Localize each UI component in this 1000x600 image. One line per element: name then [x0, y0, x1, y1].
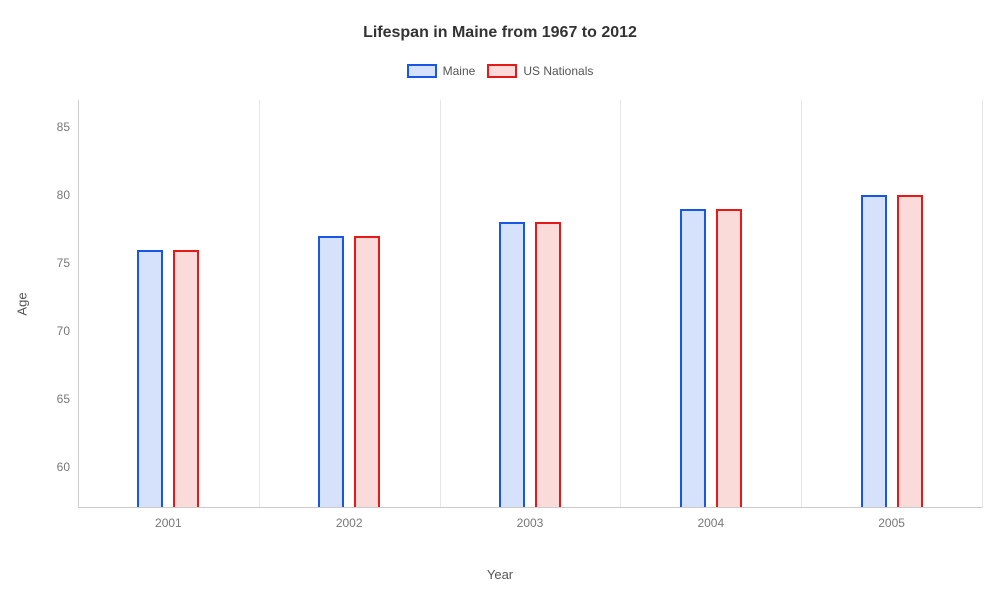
y-tick-label: 75	[57, 256, 78, 270]
plot-area: 60657075808520012002200320042005	[78, 100, 982, 508]
bar	[137, 250, 163, 508]
bar	[680, 209, 706, 508]
x-tick-label: 2002	[336, 508, 363, 530]
x-tick-label: 2005	[878, 508, 905, 530]
x-tick-label: 2004	[697, 508, 724, 530]
bar	[535, 222, 561, 508]
bar	[897, 195, 923, 508]
x-tick-label: 2001	[155, 508, 182, 530]
x-tick-label: 2003	[517, 508, 544, 530]
y-tick-label: 65	[57, 392, 78, 406]
y-tick-label: 80	[57, 188, 78, 202]
x-axis-line	[78, 507, 982, 508]
chart-title: Lifespan in Maine from 1967 to 2012	[0, 24, 1000, 42]
gridline-vertical	[440, 100, 441, 508]
legend-swatch-maine	[407, 64, 437, 78]
gridline-vertical	[982, 100, 983, 508]
y-axis-line	[78, 100, 79, 508]
bar	[499, 222, 525, 508]
legend: Maine US Nationals	[0, 64, 1000, 78]
bar	[173, 250, 199, 508]
chart-container: Lifespan in Maine from 1967 to 2012 Main…	[0, 0, 1000, 600]
x-axis-title: Year	[0, 567, 1000, 582]
bar	[861, 195, 887, 508]
y-axis-title: Age	[15, 292, 30, 315]
y-tick-label: 70	[57, 324, 78, 338]
bar	[354, 236, 380, 508]
bar	[318, 236, 344, 508]
gridline-vertical	[801, 100, 802, 508]
y-tick-label: 60	[57, 460, 78, 474]
legend-swatch-us-nationals	[487, 64, 517, 78]
gridline-vertical	[259, 100, 260, 508]
y-tick-label: 85	[57, 120, 78, 134]
legend-item-maine: Maine	[407, 64, 476, 78]
legend-label-maine: Maine	[443, 64, 476, 78]
legend-item-us-nationals: US Nationals	[487, 64, 593, 78]
bar	[716, 209, 742, 508]
gridline-vertical	[620, 100, 621, 508]
legend-label-us-nationals: US Nationals	[523, 64, 593, 78]
